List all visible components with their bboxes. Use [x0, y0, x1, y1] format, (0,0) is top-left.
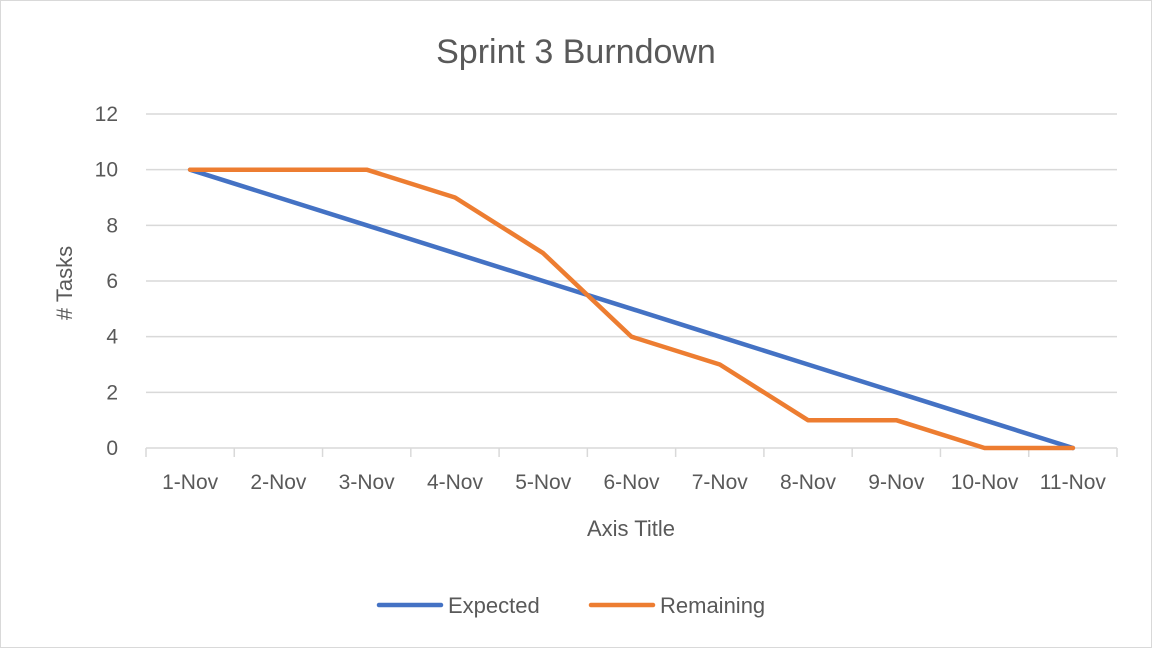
y-tick-label: 8	[106, 214, 118, 237]
chart-title: Sprint 3 Burndown	[436, 33, 716, 71]
x-tick-label: 10-Nov	[951, 471, 1019, 494]
y-axis-title: # Tasks	[52, 246, 77, 320]
y-tick-label: 2	[106, 381, 118, 404]
x-tick-label: 11-Nov	[1040, 471, 1107, 494]
x-tick-label: 2-Nov	[250, 471, 307, 494]
y-tick-label: 12	[95, 103, 118, 126]
legend-label-remaining: Remaining	[660, 593, 765, 618]
y-tick-label: 0	[106, 437, 118, 460]
legend-label-expected: Expected	[448, 593, 540, 618]
series-line-remaining	[187, 167, 1076, 451]
y-tick-label: 4	[106, 326, 118, 349]
x-tick-label: 3-Nov	[339, 471, 396, 494]
x-tick-label: 9-Nov	[868, 471, 925, 494]
x-tick-label: 8-Nov	[780, 471, 837, 494]
legend: Expected Remaining	[376, 593, 765, 618]
y-tick-label: 6	[106, 270, 118, 293]
x-tick-label: 7-Nov	[692, 471, 749, 494]
series-lines	[187, 167, 1076, 451]
x-tick-label: 1-Nov	[162, 471, 219, 494]
gridlines	[146, 113, 1117, 394]
x-tick-label: 4-Nov	[427, 471, 484, 494]
x-tick-label: 6-Nov	[603, 471, 660, 494]
x-axis-title: Axis Title	[587, 516, 675, 541]
axes: 0 2 4 6 8 10 12 1-Nov 2-Nov 3-Nov 4-Nov 5-Nov 6-Nov 7…	[95, 103, 1118, 494]
y-tick-label: 10	[95, 159, 118, 182]
series-line-expected	[187, 167, 1076, 451]
x-tick-label: 5-Nov	[515, 471, 572, 494]
